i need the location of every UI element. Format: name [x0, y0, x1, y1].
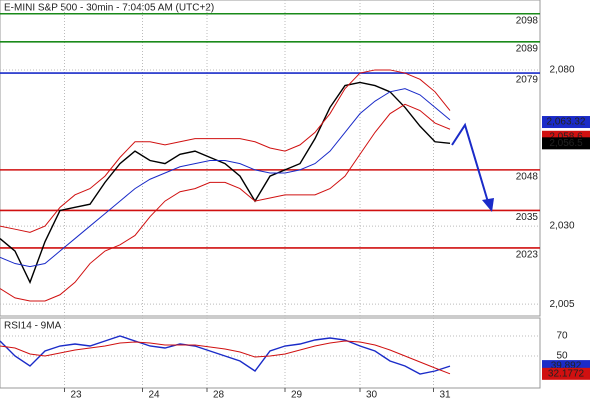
- y-tick-label: 2,030: [549, 221, 574, 232]
- forecast-arrow: [451, 122, 494, 212]
- x-tick-label: 23: [71, 390, 83, 400]
- level-label: 2023: [516, 250, 539, 261]
- y-tick-label: 50: [556, 351, 568, 362]
- price-tag: [542, 137, 590, 150]
- y-tick-label: 2,080: [549, 65, 574, 76]
- series-line: [0, 69, 451, 233]
- rsi-panel: [0, 317, 541, 389]
- value-tag: [542, 367, 590, 380]
- series-line: [0, 340, 451, 375]
- value-tag-label: 39.892: [551, 361, 582, 372]
- x-tick-label: 30: [366, 390, 378, 400]
- series-line: [0, 88, 451, 268]
- x-tick-label: 31: [440, 390, 452, 400]
- x-tick-label: 29: [291, 390, 303, 400]
- level-label: 2089: [516, 43, 539, 54]
- y-tick-label: 2,005: [549, 299, 574, 310]
- y-tick-label: 70: [556, 331, 568, 342]
- level-label: 2098: [516, 15, 539, 26]
- price-tag-label: 2,063.32: [547, 117, 586, 128]
- series-line: [0, 335, 451, 375]
- x-tick-label: 28: [213, 390, 225, 400]
- rsi-title: RSI14 - 9MA: [4, 321, 62, 332]
- price-tag: [542, 116, 590, 129]
- price-panel: [0, 0, 541, 317]
- x-tick-label: 24: [149, 390, 161, 400]
- series-line: [0, 103, 451, 302]
- price-tag-label: 2,058.6: [549, 131, 583, 142]
- price-tag-label: 2,056.5: [549, 138, 583, 149]
- series-line: [0, 81, 451, 285]
- level-label: 2035: [516, 212, 539, 223]
- level-label: 2079: [516, 75, 539, 86]
- value-tag-label: 32.1772: [548, 368, 585, 379]
- level-label: 2048: [516, 172, 539, 183]
- chart-title: E-MINI S&P 500 - 30min - 7:04:05 AM (UTC…: [4, 3, 214, 14]
